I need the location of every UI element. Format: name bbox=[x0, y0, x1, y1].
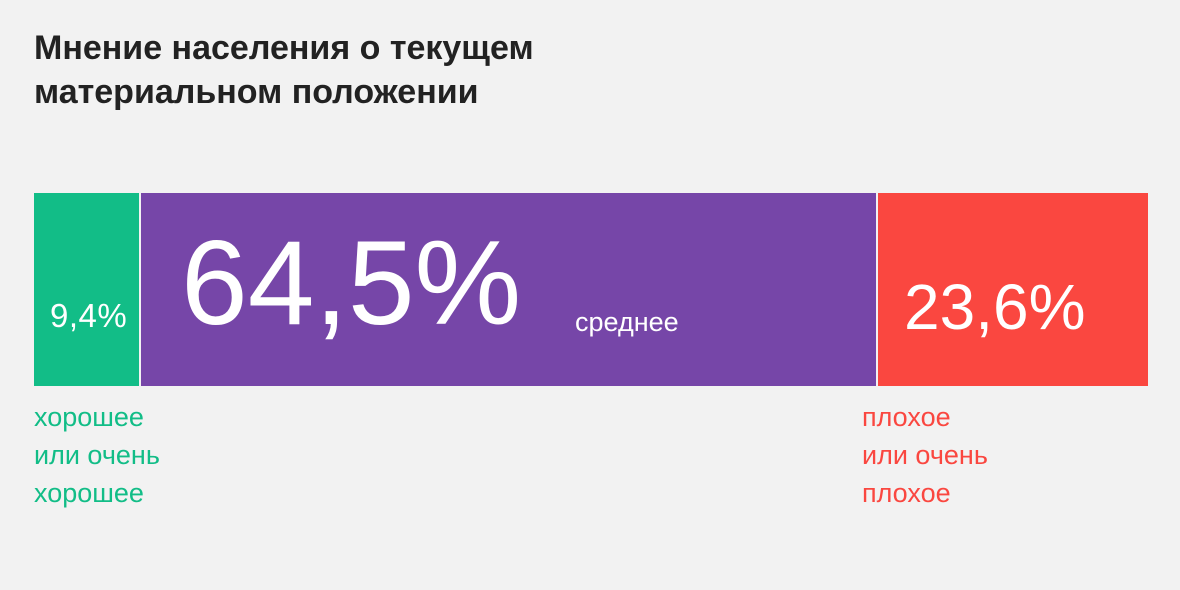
segment-label-bad-line: или очень bbox=[862, 440, 988, 470]
stacked-bar: 9,4% 64,5% среднее 23,6% bbox=[34, 193, 1148, 386]
segment-label-bad-line: плохое bbox=[862, 402, 951, 432]
chart-title-line: Мнение населения о текущем bbox=[34, 29, 534, 67]
segment-value-good: 9,4% bbox=[50, 297, 128, 334]
bar-segment-average: 64,5% среднее bbox=[141, 193, 878, 386]
segment-label-good: хорошее или очень хорошее bbox=[34, 398, 160, 512]
bar-segment-good: 9,4% bbox=[34, 193, 141, 386]
segment-value-average: 64,5% bbox=[181, 216, 522, 350]
segment-label-bad-line: плохое bbox=[862, 478, 951, 508]
segment-label-good-line: хорошее bbox=[34, 402, 144, 432]
segment-label-good-line: или очень bbox=[34, 440, 160, 470]
segment-label-good-line: хорошее bbox=[34, 478, 144, 508]
segment-value-bad: 23,6% bbox=[904, 271, 1086, 343]
bar-segment-bad: 23,6% bbox=[878, 193, 1148, 386]
chart-title-line: материальном положении bbox=[34, 73, 479, 111]
segment-label-bad: плохое или очень плохое bbox=[862, 398, 988, 512]
segment-label-average: среднее bbox=[575, 307, 679, 337]
chart-title: Мнение населения о текущем материальном … bbox=[34, 26, 534, 114]
